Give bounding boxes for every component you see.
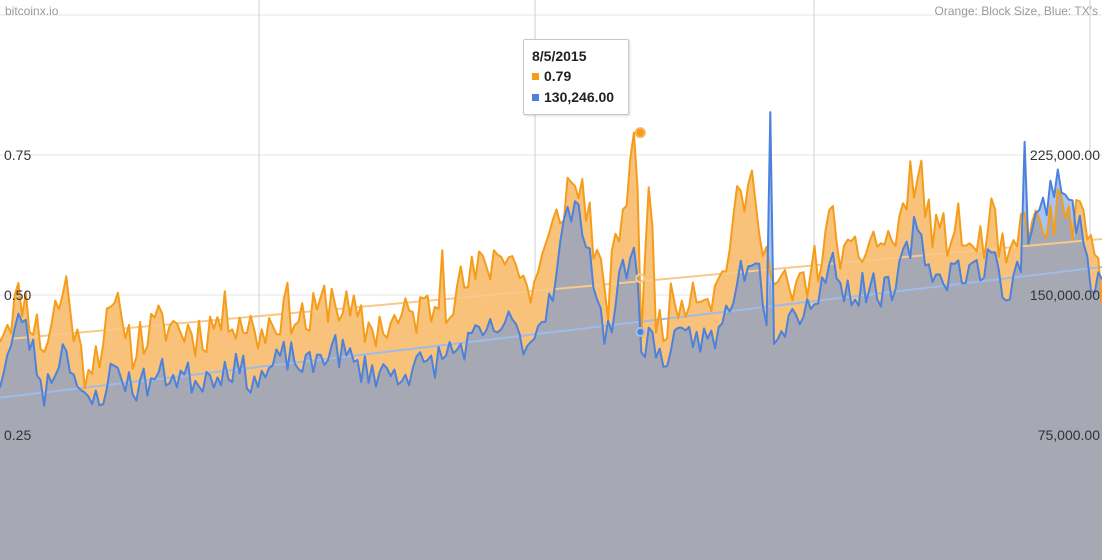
hover-tooltip: 8/5/2015 0.79 130,246.00 bbox=[523, 39, 629, 115]
orange-trend-line bbox=[0, 238, 1102, 341]
right-axis-tick-label: 75,000.00 bbox=[1038, 427, 1100, 443]
hover-point-block-size bbox=[634, 127, 646, 139]
left-axis-tick-label: 0.75 bbox=[4, 147, 31, 163]
tooltip-block-size: 0.79 bbox=[544, 68, 572, 84]
tooltip-txs-row: 130,246.00 bbox=[532, 89, 614, 105]
brand-label: bitcoinx.io bbox=[5, 4, 59, 18]
right-axis-tick-label: 150,000.00 bbox=[1030, 287, 1100, 303]
left-axis-tick-label: 0.50 bbox=[4, 287, 31, 303]
orange-swatch bbox=[532, 73, 539, 80]
tooltip-txs: 130,246.00 bbox=[544, 89, 615, 105]
right-axis-tick-label: 225,000.00 bbox=[1030, 147, 1100, 163]
blue-trend-line bbox=[0, 266, 1102, 399]
hover-point-txs bbox=[635, 326, 646, 337]
orange-series-line bbox=[0, 131, 1102, 390]
hover-point-trend bbox=[635, 273, 646, 284]
tooltip-date: 8/5/2015 bbox=[532, 48, 587, 64]
blue-swatch bbox=[532, 94, 539, 101]
left-axis-tick-label: 0.25 bbox=[4, 427, 31, 443]
blue-series-line bbox=[0, 111, 1102, 407]
tooltip-block-size-row: 0.79 bbox=[532, 68, 571, 84]
legend-note: Orange: Block Size, Blue: TX's bbox=[934, 4, 1098, 18]
